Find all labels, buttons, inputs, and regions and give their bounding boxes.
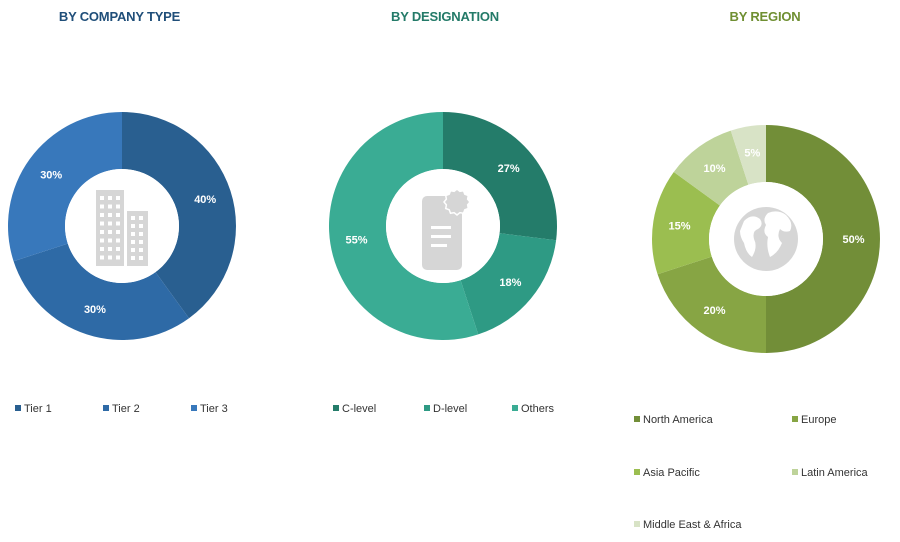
legend-item: Latin America xyxy=(792,467,868,479)
chart-title: BY DESIGNATION xyxy=(391,9,499,24)
legend-item: Others xyxy=(512,403,554,415)
legend-swatch xyxy=(103,405,109,411)
slice-c-level xyxy=(443,112,557,241)
legend-swatch xyxy=(792,416,798,422)
legend-swatch xyxy=(634,469,640,475)
designation-donut-chart: 27% 18% 55% xyxy=(328,112,557,340)
building-icon xyxy=(96,190,148,266)
slice-latin-america xyxy=(673,130,749,206)
legend-item: D-level xyxy=(424,403,467,415)
company-type-donut-chart: 40% 30% 30% xyxy=(7,112,237,340)
globe-icon xyxy=(734,207,798,271)
legend-swatch xyxy=(634,521,640,527)
legend-label: Asia Pacific xyxy=(643,467,700,479)
legend-label: Tier 1 xyxy=(24,403,52,415)
chart-title: BY REGION xyxy=(729,9,801,24)
legend-item: C-level xyxy=(333,403,376,415)
slice-tier-1 xyxy=(122,112,237,319)
legend-item: Middle East & Africa xyxy=(634,519,741,531)
slice-asia-pacific xyxy=(652,171,720,275)
slice-middle-east-africa xyxy=(730,125,766,185)
legend-item: Asia Pacific xyxy=(634,467,700,479)
slice-others xyxy=(328,112,479,340)
region-donut-chart: 50% 20% 15% 10% 5% xyxy=(652,125,880,353)
legend-swatch xyxy=(424,405,430,411)
slice-value-label: 10% xyxy=(704,163,726,175)
legend-label: North America xyxy=(643,414,713,426)
legend-item: Europe xyxy=(792,414,836,426)
region-panel: BY REGION 50% 20% 15% 10% 5% North America Eu… xyxy=(630,0,900,542)
slice-value-label: 27% xyxy=(498,163,520,175)
slice-value-label: 40% xyxy=(194,194,216,206)
legend-label: Others xyxy=(521,403,555,415)
slice-value-label: 20% xyxy=(704,305,726,317)
designation-panel: BY DESIGNATION 27% 18% 55% C-level D-level O… xyxy=(320,0,570,542)
slice-value-label: 30% xyxy=(40,170,62,182)
legend-swatch xyxy=(191,405,197,411)
slice-value-label: 55% xyxy=(346,235,368,247)
legend-item: Tier 1 xyxy=(15,403,52,415)
chart-title: BY COMPANY TYPE xyxy=(58,9,181,24)
legend-swatch xyxy=(634,416,640,422)
legend-swatch xyxy=(512,405,518,411)
slice-tier-3 xyxy=(7,112,122,262)
legend-item: North America xyxy=(634,414,713,426)
legend-swatch xyxy=(333,405,339,411)
slice-value-label: 18% xyxy=(499,277,521,289)
certificate-document-icon xyxy=(422,188,471,270)
legend-label: Middle East & Africa xyxy=(643,519,742,531)
legend-label: C-level xyxy=(342,403,377,415)
legend-label: Tier 2 xyxy=(112,403,140,415)
legend-item: Tier 3 xyxy=(191,403,228,415)
legend-item: Tier 2 xyxy=(103,403,140,415)
legend-label: Tier 3 xyxy=(200,403,228,415)
slice-tier-2 xyxy=(13,243,190,340)
slice-value-label: 5% xyxy=(744,148,760,160)
legend-label: Latin America xyxy=(801,467,868,479)
slice-value-label: 30% xyxy=(84,304,106,316)
legend-label: Europe xyxy=(801,414,837,426)
legend-label: D-level xyxy=(433,403,468,415)
legend-swatch xyxy=(15,405,21,411)
slice-d-level xyxy=(460,233,557,335)
legend-swatch xyxy=(792,469,798,475)
slice-value-label: 15% xyxy=(669,220,691,232)
slice-value-label: 50% xyxy=(842,234,864,246)
company-type-panel: BY COMPANY TYPE 40% 30% 30% Tier 1 Tier 2 Ti… xyxy=(0,0,245,542)
slice-europe xyxy=(657,256,766,353)
